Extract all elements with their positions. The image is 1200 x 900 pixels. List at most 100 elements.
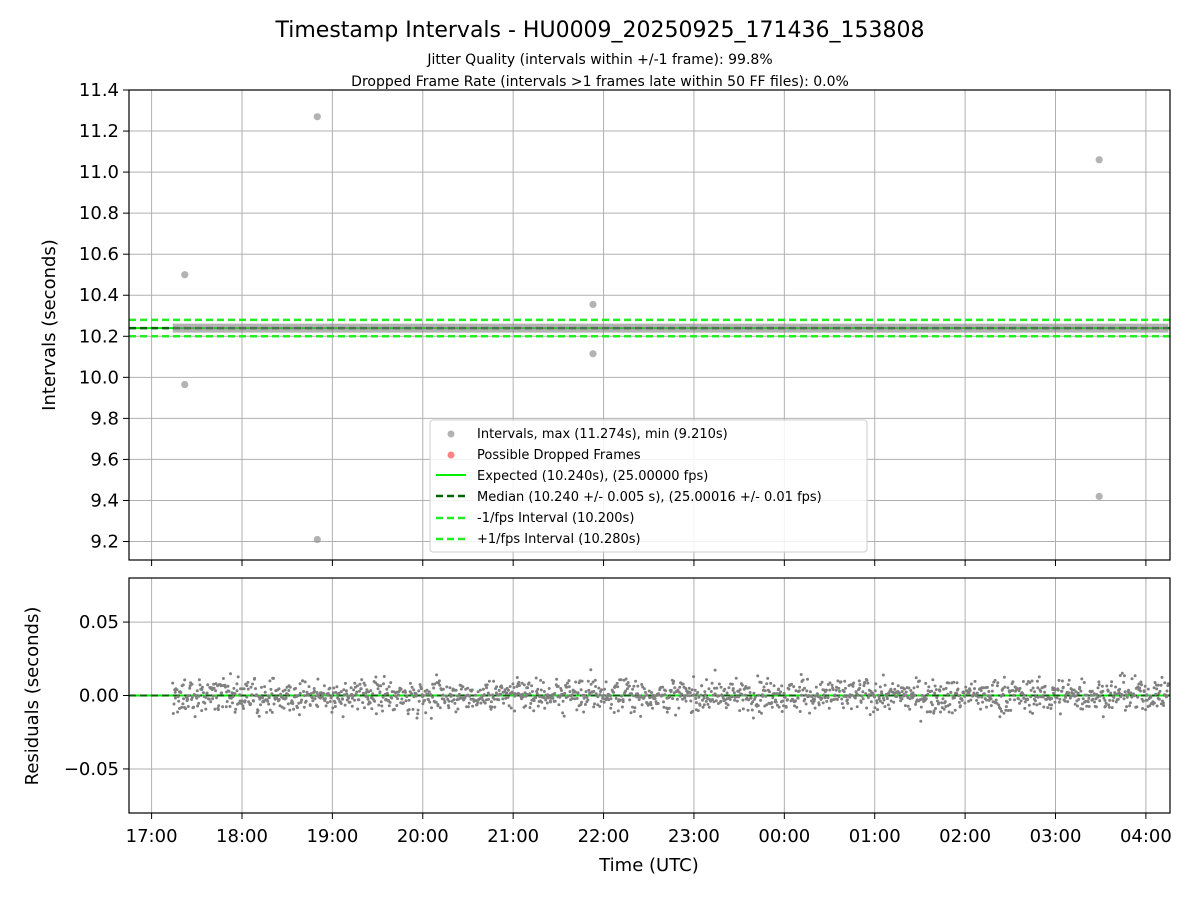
- residual-point: [483, 701, 487, 705]
- residual-point: [685, 694, 689, 697]
- residual-point: [628, 698, 632, 702]
- residual-point: [382, 675, 386, 678]
- residual-point: [226, 684, 230, 688]
- residual-point: [1041, 695, 1045, 699]
- residual-point: [914, 702, 917, 706]
- residual-point: [266, 699, 270, 703]
- residual-point: [580, 679, 584, 683]
- residual-point: [687, 686, 691, 690]
- residual-point: [1030, 679, 1034, 683]
- residual-point: [637, 698, 641, 702]
- residual-point: [709, 699, 713, 703]
- residual-point: [334, 690, 338, 694]
- residual-point: [503, 688, 507, 692]
- residual-point: [418, 683, 422, 687]
- residual-point: [291, 702, 295, 705]
- residual-point: [683, 696, 687, 700]
- residual-point: [351, 694, 355, 698]
- residual-point: [842, 706, 845, 710]
- residual-point: [1082, 681, 1086, 684]
- residual-point: [368, 701, 372, 705]
- residual-point: [892, 700, 896, 704]
- residual-point: [820, 680, 824, 684]
- residual-point: [228, 705, 232, 708]
- residual-point: [588, 693, 592, 696]
- residual-point: [242, 707, 245, 710]
- residual-point: [566, 694, 570, 698]
- interval-outlier-point: [313, 113, 321, 121]
- residual-point: [774, 700, 778, 704]
- residual-point: [249, 685, 253, 689]
- residual-point: [471, 704, 475, 708]
- residual-point: [363, 683, 367, 687]
- residual-point: [866, 696, 870, 699]
- residual-point: [277, 698, 281, 701]
- residual-point: [714, 699, 718, 703]
- residual-point: [376, 687, 380, 691]
- residual-point: [322, 691, 325, 695]
- residual-point: [186, 705, 190, 708]
- residual-point: [466, 686, 470, 690]
- residual-point: [171, 712, 175, 715]
- residual-point: [333, 705, 337, 708]
- y-tick-label: 10.2: [79, 326, 119, 347]
- residual-point: [1029, 688, 1033, 692]
- residual-point: [863, 681, 867, 684]
- residual-point: [981, 686, 985, 690]
- residual-point: [614, 696, 618, 700]
- residual-point: [1090, 689, 1094, 693]
- residual-point: [589, 668, 593, 672]
- residual-point: [1004, 708, 1008, 712]
- residual-point: [811, 701, 815, 705]
- residual-point: [1031, 711, 1035, 715]
- residual-point: [341, 697, 345, 701]
- residual-point: [216, 708, 220, 712]
- residual-point: [681, 682, 685, 686]
- residual-point: [529, 702, 533, 705]
- residual-point: [1130, 695, 1134, 699]
- residual-point: [387, 685, 391, 689]
- residual-point: [204, 695, 208, 699]
- residual-point: [627, 684, 631, 688]
- residual-point: [798, 685, 802, 689]
- residual-point: [579, 703, 583, 706]
- residual-point: [307, 685, 311, 689]
- residual-point: [783, 695, 787, 699]
- residual-point: [308, 704, 312, 707]
- residual-point: [805, 689, 809, 693]
- residual-point: [938, 689, 942, 693]
- residual-point: [536, 687, 540, 691]
- residual-point: [1118, 687, 1122, 691]
- residual-point: [315, 691, 319, 694]
- residual-point: [518, 684, 521, 687]
- residual-point: [733, 698, 737, 702]
- residual-point: [625, 687, 629, 691]
- residual-point: [705, 678, 708, 682]
- residual-point: [1092, 692, 1096, 696]
- residual-point: [1060, 689, 1064, 693]
- residual-point: [479, 701, 483, 705]
- residual-point: [757, 710, 761, 714]
- residual-point: [225, 700, 229, 703]
- residual-point: [701, 705, 705, 709]
- residual-point: [1050, 697, 1054, 700]
- residual-point: [798, 710, 802, 713]
- residual-point: [1000, 709, 1003, 713]
- residual-point: [930, 689, 934, 693]
- residual-point: [512, 686, 516, 689]
- residual-point: [499, 692, 503, 696]
- residual-point: [1098, 694, 1102, 698]
- residual-point: [200, 685, 204, 689]
- residual-point: [182, 697, 186, 701]
- residual-point: [195, 696, 199, 700]
- residual-point: [430, 706, 433, 710]
- residual-point: [996, 681, 1000, 685]
- residual-point: [1136, 695, 1140, 699]
- residual-point: [858, 683, 862, 687]
- residual-point: [721, 696, 725, 700]
- residual-point: [835, 685, 838, 689]
- residual-point: [908, 707, 912, 711]
- residual-point: [701, 698, 704, 702]
- residual-point: [173, 696, 177, 700]
- residual-point: [797, 689, 801, 693]
